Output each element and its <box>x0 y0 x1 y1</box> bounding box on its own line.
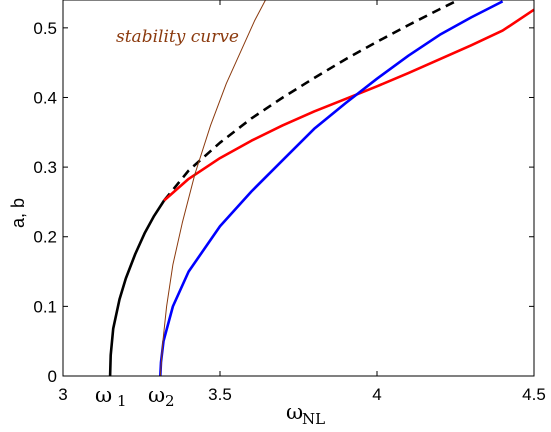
y-tick-label: 0.1 <box>33 297 57 316</box>
omega2-marker-label: ω 2 <box>148 383 175 410</box>
omega2-subscript: 2 <box>165 392 175 410</box>
x-tick-label: 4 <box>372 385 381 404</box>
x-axis-label-subscript: NL <box>302 410 325 428</box>
x-tick-label: 4.5 <box>522 385 546 404</box>
omega1-symbol: ω <box>95 383 112 407</box>
y-tick-label: 0.5 <box>33 19 57 38</box>
stability-curve-label: stability curve <box>116 27 239 47</box>
omega2-symbol: ω <box>148 383 165 407</box>
omega1-subscript: 1 <box>117 392 127 410</box>
series-layer <box>110 0 534 376</box>
x-axis-label: ω NL <box>286 400 325 428</box>
y-axis-label: a, b <box>8 198 28 228</box>
series-blue <box>160 1 502 376</box>
omega1-marker-label: ω 1 <box>95 383 127 410</box>
series-stability-curve <box>160 0 265 376</box>
y-tick-label: 0.4 <box>33 88 57 107</box>
x-axis-label-symbol: ω <box>286 400 303 424</box>
ticks-layer: 3 3.5 4 4.5 0 0.1 0.2 0.3 0.4 0.5 <box>33 0 545 404</box>
series-black-solid <box>110 201 164 377</box>
y-tick-label: 0.3 <box>33 158 57 177</box>
y-tick-label: 0 <box>48 367 57 386</box>
plot-frame <box>63 0 534 376</box>
y-tick-label: 0.2 <box>33 228 57 247</box>
x-tick-label: 3.5 <box>208 385 232 404</box>
x-tick-label: 3 <box>58 385 67 404</box>
